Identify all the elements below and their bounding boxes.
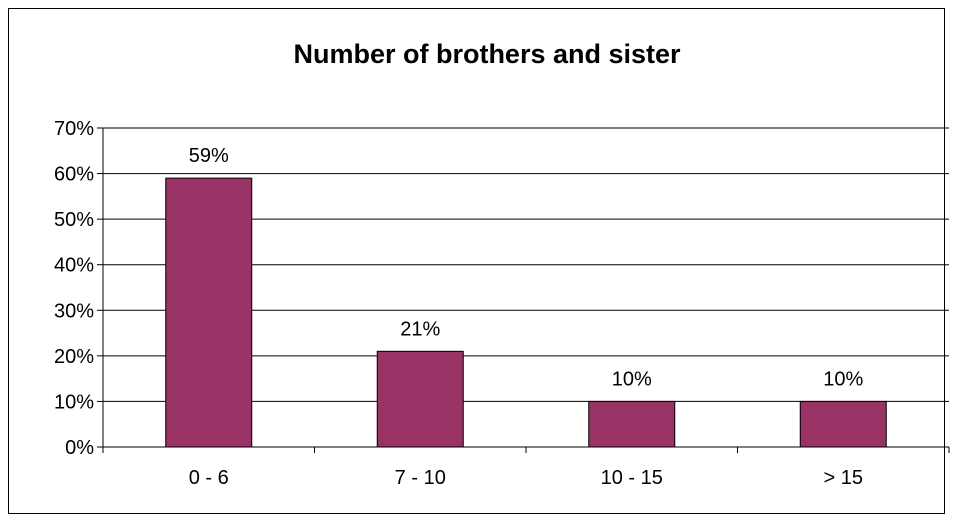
y-tick-label: 40% bbox=[54, 255, 94, 277]
bar bbox=[588, 400, 676, 448]
x-axis-ticks: 0 - 6 7 - 10 10 - 15 > 15 bbox=[102, 447, 950, 489]
bar bbox=[165, 177, 253, 448]
y-tick-label: 0% bbox=[65, 437, 94, 459]
data-label: 59% bbox=[189, 145, 229, 167]
data-labels: 59% 21% 10% 10% bbox=[189, 145, 864, 390]
x-category-label: 10 - 15 bbox=[601, 467, 663, 489]
bars bbox=[165, 177, 887, 448]
data-label: 10% bbox=[823, 368, 863, 390]
chart-frame bbox=[8, 8, 945, 514]
y-axis-ticks: 0% 10% 20% 30% 40% 50% 60% 70% bbox=[54, 118, 103, 459]
data-label: 10% bbox=[612, 368, 652, 390]
bar bbox=[799, 400, 887, 448]
data-label: 21% bbox=[400, 318, 440, 340]
bar bbox=[376, 350, 464, 448]
x-category-label: 7 - 10 bbox=[395, 467, 446, 489]
y-tick-label: 50% bbox=[54, 209, 94, 231]
y-tick-label: 20% bbox=[54, 346, 94, 368]
x-category-label: 0 - 6 bbox=[189, 467, 229, 489]
y-tick-label: 70% bbox=[54, 118, 94, 140]
y-tick-label: 60% bbox=[54, 164, 94, 186]
y-tick-label: 10% bbox=[54, 391, 94, 413]
x-category-label: > 15 bbox=[824, 467, 863, 489]
y-tick-label: 30% bbox=[54, 300, 94, 322]
chart-title: Number of brothers and sister bbox=[293, 39, 681, 69]
